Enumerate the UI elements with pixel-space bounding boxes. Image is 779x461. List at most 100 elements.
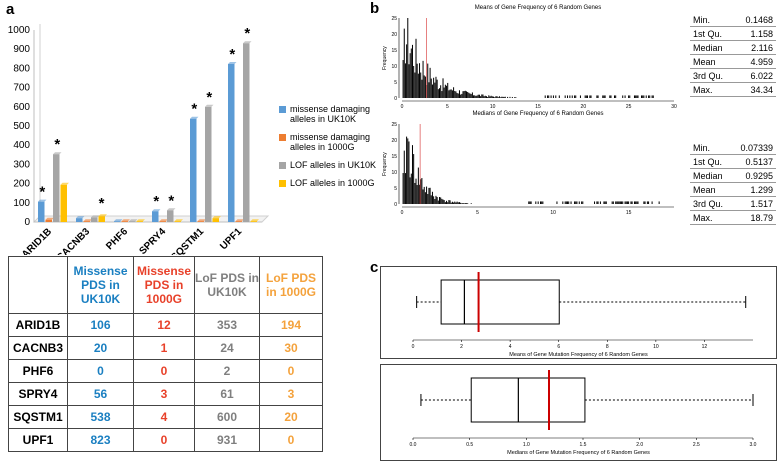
histogram-bar	[502, 96, 504, 98]
histogram-bar	[616, 201, 618, 204]
legend-label: missense damaging alleles in 1000G	[290, 132, 371, 152]
histogram-bar	[440, 197, 442, 204]
histogram-bar	[562, 201, 564, 204]
histogram-bar	[450, 202, 452, 204]
bar-top-face	[136, 219, 145, 222]
histogram-bar	[448, 90, 450, 98]
histogram-bar	[411, 44, 413, 98]
histogram-bar	[476, 95, 478, 98]
bar-top-face	[159, 219, 168, 222]
y-tick-label: 0	[394, 96, 397, 102]
y-tick-label: 20	[391, 138, 397, 144]
x-tick-label: 0.0	[410, 442, 417, 448]
x-tick-label: 0.5	[466, 442, 473, 448]
histogram-bar	[402, 173, 404, 204]
table-row: 1st Qu. 1.158	[690, 26, 776, 41]
histogram-bar	[631, 201, 633, 204]
histogram-bar	[585, 95, 587, 98]
significance-asterisk: *	[229, 46, 235, 63]
y-tick-label: 5	[394, 80, 397, 86]
x-tick-label: 6	[557, 344, 560, 350]
bar	[114, 221, 121, 222]
bar-top-face	[235, 219, 244, 222]
bar-top-face	[98, 214, 107, 217]
histogram-bar	[605, 201, 607, 204]
bar	[212, 218, 219, 222]
table-cell: 30	[259, 336, 323, 360]
y-tick-label: 10	[391, 64, 397, 70]
boxplot-means: 0 2 4 6 8 10 12 Means of Gene Mutation Frequenc…	[380, 266, 777, 359]
panel-label-a: a	[6, 1, 15, 18]
x-axis-label: Medians of Gene Mutation Frequency of 6 …	[507, 450, 650, 456]
histogram-bar	[446, 200, 448, 204]
histogram-bar	[575, 201, 577, 204]
histogram-bar	[478, 94, 480, 98]
histogram-bar	[515, 97, 517, 98]
y-tick-label: 200	[13, 179, 30, 190]
x-tick-label: SQSTM1	[169, 226, 206, 255]
histogram-bar	[547, 95, 549, 98]
histogram-bar	[648, 95, 650, 98]
histogram-bar	[442, 78, 444, 98]
histogram-bar	[614, 95, 616, 98]
histogram-bar	[453, 87, 455, 98]
histogram-bar	[416, 63, 418, 98]
panel-label-c: c	[370, 259, 379, 276]
histogram-bar	[420, 179, 422, 204]
table-cell: 538	[67, 405, 134, 429]
histogram-bar	[413, 154, 415, 204]
stat-label: 3rd Qu.	[690, 68, 735, 83]
significance-asterisk: *	[99, 195, 105, 212]
table-cell: 194	[259, 313, 323, 337]
table-cell: 1	[133, 336, 195, 360]
x-tick-label: 8	[606, 344, 609, 350]
histogram-bar	[576, 201, 578, 204]
histogram-bar	[437, 200, 439, 204]
histogram-bar	[630, 201, 632, 204]
histogram-bar	[467, 203, 469, 204]
histogram-bar	[413, 65, 415, 98]
x-tick-label: 0	[401, 104, 404, 110]
x-tick-label: 10	[550, 210, 556, 216]
table-row: Mean 4.959	[690, 54, 776, 69]
histogram-bar	[406, 136, 408, 204]
bar-top-face	[167, 208, 176, 211]
stat-value: 0.9295	[731, 168, 776, 183]
bar-top-face	[114, 219, 123, 222]
histogram-bar	[415, 178, 417, 204]
histogram-bar	[402, 60, 404, 98]
histogram-bar	[409, 177, 411, 204]
histogram-bar	[410, 173, 412, 204]
histogram-bar	[574, 201, 576, 204]
histogram-bar	[435, 76, 437, 98]
bar-top-face	[243, 41, 252, 44]
histogram-bar	[441, 198, 443, 204]
histogram-bar	[438, 197, 440, 204]
histogram-bar	[403, 150, 405, 204]
bar	[159, 221, 166, 222]
stat-value: 0.5137	[731, 154, 776, 169]
bar	[167, 210, 174, 222]
histogram-bar	[409, 53, 411, 98]
stat-label: Median	[690, 168, 732, 183]
table-row: 1st Qu. 0.5137	[690, 154, 776, 169]
histogram-bar	[443, 87, 445, 98]
stat-label: 1st Qu.	[690, 154, 732, 169]
significance-asterisk: *	[191, 101, 197, 118]
histogram-bar	[490, 95, 492, 98]
stat-label: Mean	[690, 182, 732, 197]
histogram-bar	[444, 202, 446, 204]
histogram-bar	[624, 95, 626, 98]
histogram-bar	[552, 95, 554, 98]
y-tick-label: 15	[391, 154, 397, 160]
x-tick-label: 25	[626, 104, 632, 110]
histogram-bar	[541, 201, 543, 204]
significance-asterisk: *	[153, 193, 159, 210]
pds-header-lof-uk10k: LoF PDS in UK10K	[194, 256, 260, 314]
histogram-bar	[567, 201, 569, 204]
table-row: UPF1 823 0 931 0	[8, 428, 323, 452]
histogram-bar	[417, 73, 419, 98]
histogram-title: Medians of Gene Frequency of 6 Random Ge…	[472, 111, 603, 117]
y-tick-label: 25	[391, 16, 397, 22]
plot-frame	[380, 266, 777, 359]
